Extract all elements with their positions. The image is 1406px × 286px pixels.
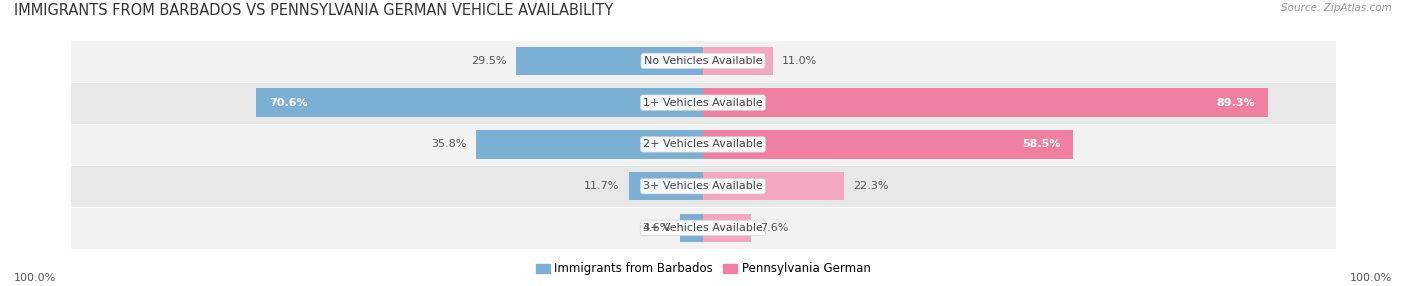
Bar [703, 172, 844, 200]
Bar [70, 124, 1336, 165]
Legend: Immigrants from Barbados, Pennsylvania German: Immigrants from Barbados, Pennsylvania G… [531, 258, 875, 280]
Text: 89.3%: 89.3% [1216, 98, 1256, 108]
Bar [70, 165, 1336, 207]
Text: 35.8%: 35.8% [432, 140, 467, 149]
Text: 11.7%: 11.7% [583, 181, 620, 191]
Bar [703, 130, 1073, 159]
Text: 4+ Vehicles Available: 4+ Vehicles Available [643, 223, 763, 233]
Text: 100.0%: 100.0% [14, 273, 56, 283]
Text: 100.0%: 100.0% [1350, 273, 1392, 283]
Bar [703, 88, 1268, 117]
Bar [681, 214, 703, 242]
Text: 58.5%: 58.5% [1022, 140, 1060, 149]
Bar [70, 207, 1336, 249]
Text: 3+ Vehicles Available: 3+ Vehicles Available [643, 181, 763, 191]
Bar [70, 82, 1336, 124]
Text: IMMIGRANTS FROM BARBADOS VS PENNSYLVANIA GERMAN VEHICLE AVAILABILITY: IMMIGRANTS FROM BARBADOS VS PENNSYLVANIA… [14, 3, 613, 18]
Text: No Vehicles Available: No Vehicles Available [644, 56, 762, 66]
Bar [256, 88, 703, 117]
Text: 11.0%: 11.0% [782, 56, 817, 66]
Text: Source: ZipAtlas.com: Source: ZipAtlas.com [1281, 3, 1392, 13]
Bar [703, 214, 751, 242]
Bar [477, 130, 703, 159]
Text: 1+ Vehicles Available: 1+ Vehicles Available [643, 98, 763, 108]
Text: 70.6%: 70.6% [269, 98, 308, 108]
Text: 7.6%: 7.6% [761, 223, 789, 233]
Bar [703, 47, 773, 75]
Bar [516, 47, 703, 75]
Text: 3.6%: 3.6% [643, 223, 671, 233]
Text: 2+ Vehicles Available: 2+ Vehicles Available [643, 140, 763, 149]
Bar [70, 40, 1336, 82]
Text: 29.5%: 29.5% [471, 56, 506, 66]
Bar [628, 172, 703, 200]
Text: 22.3%: 22.3% [853, 181, 889, 191]
